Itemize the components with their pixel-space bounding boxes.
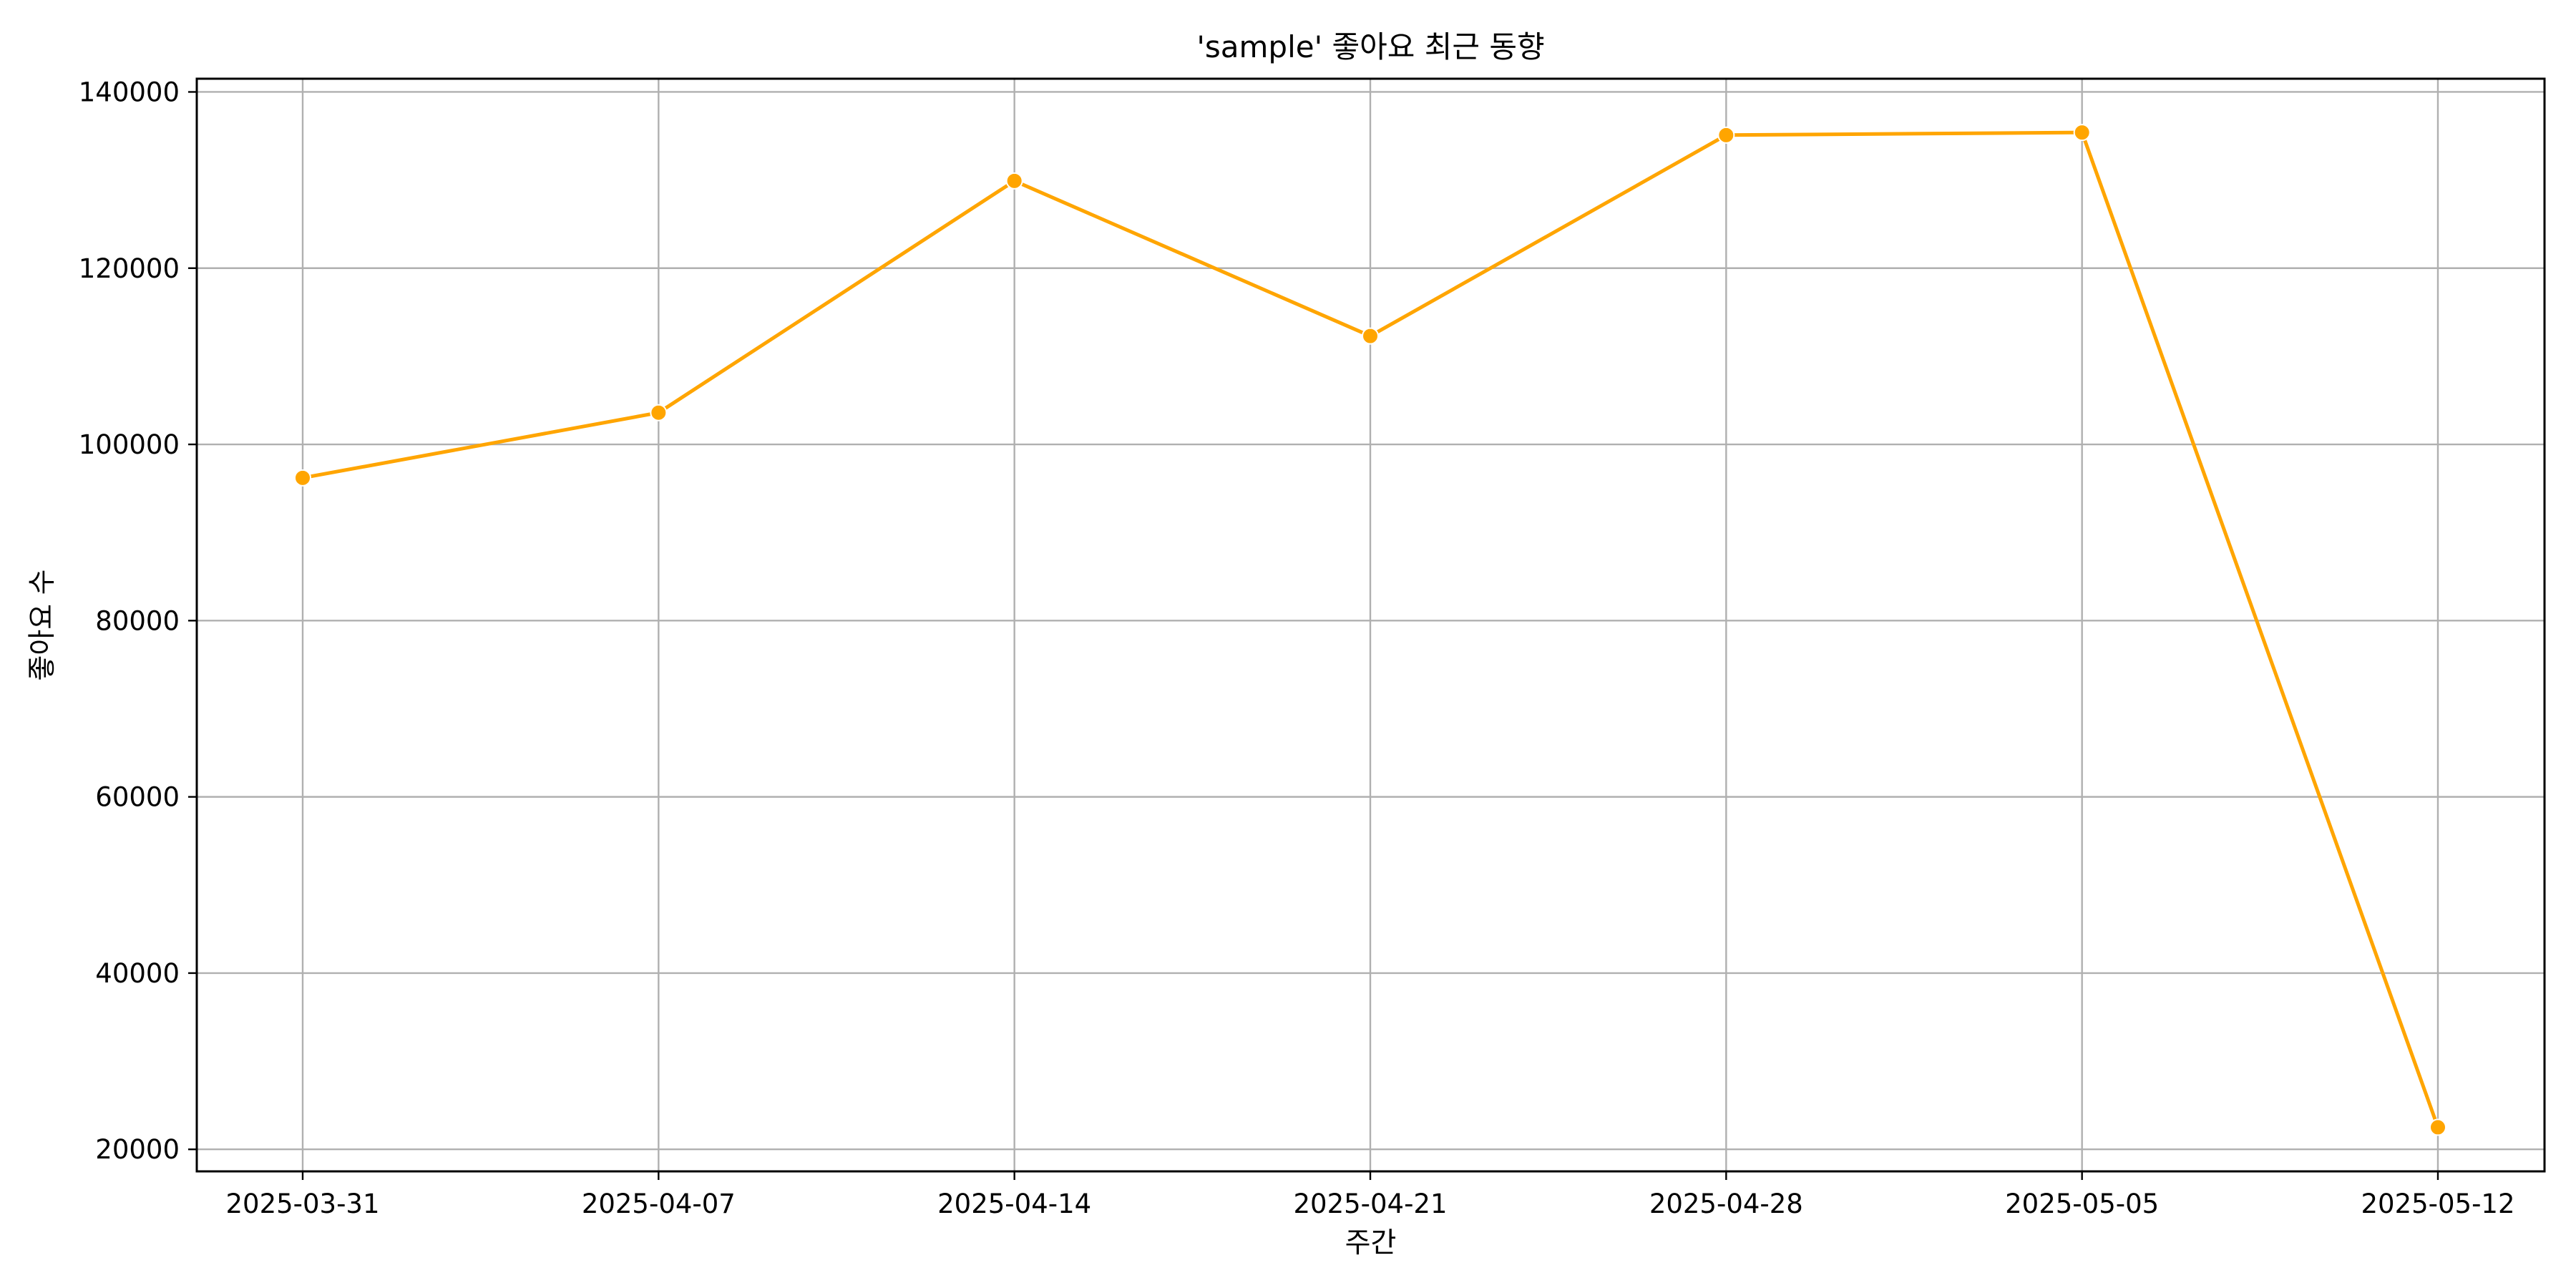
- x-tick-label: 2025-04-28: [1649, 1189, 1803, 1219]
- data-point: [1362, 327, 1379, 345]
- data-point: [650, 404, 668, 421]
- y-tick-label: 60000: [95, 782, 180, 813]
- x-tick-label: 2025-03-31: [225, 1189, 379, 1219]
- y-tick-label: 80000: [95, 605, 180, 636]
- y-tick-label: 100000: [79, 429, 180, 460]
- x-axis-ticks: 2025-03-31 2025-04-07 2025-04-14 2025-04-21…: [225, 1171, 2515, 1219]
- x-tick-label: 2025-05-05: [2005, 1189, 2159, 1219]
- y-tick-label: 120000: [79, 253, 180, 284]
- y-axis-label: 좋아요 수: [26, 570, 59, 681]
- chart-title: 'sample' 좋아요 최근 동향: [1196, 29, 1544, 64]
- y-tick-label: 140000: [79, 77, 180, 107]
- data-point: [2429, 1118, 2446, 1136]
- data-point: [2073, 124, 2091, 142]
- data-point: [1005, 172, 1023, 190]
- x-tick-label: 2025-04-14: [937, 1189, 1091, 1219]
- data-point: [294, 469, 311, 487]
- y-tick-label: 20000: [95, 1134, 180, 1165]
- data-point: [1717, 126, 1735, 144]
- y-axis-ticks: 20000 40000 60000 80000 100000 120000 140000: [79, 77, 197, 1165]
- x-tick-label: 2025-05-12: [2361, 1189, 2514, 1219]
- series-markers: [294, 124, 2446, 1136]
- grid-lines: [197, 79, 2545, 1171]
- x-axis-label: 주간: [1345, 1227, 1397, 1259]
- x-tick-label: 2025-04-21: [1293, 1189, 1447, 1219]
- x-tick-label: 2025-04-07: [582, 1189, 736, 1219]
- y-tick-label: 40000: [95, 958, 180, 989]
